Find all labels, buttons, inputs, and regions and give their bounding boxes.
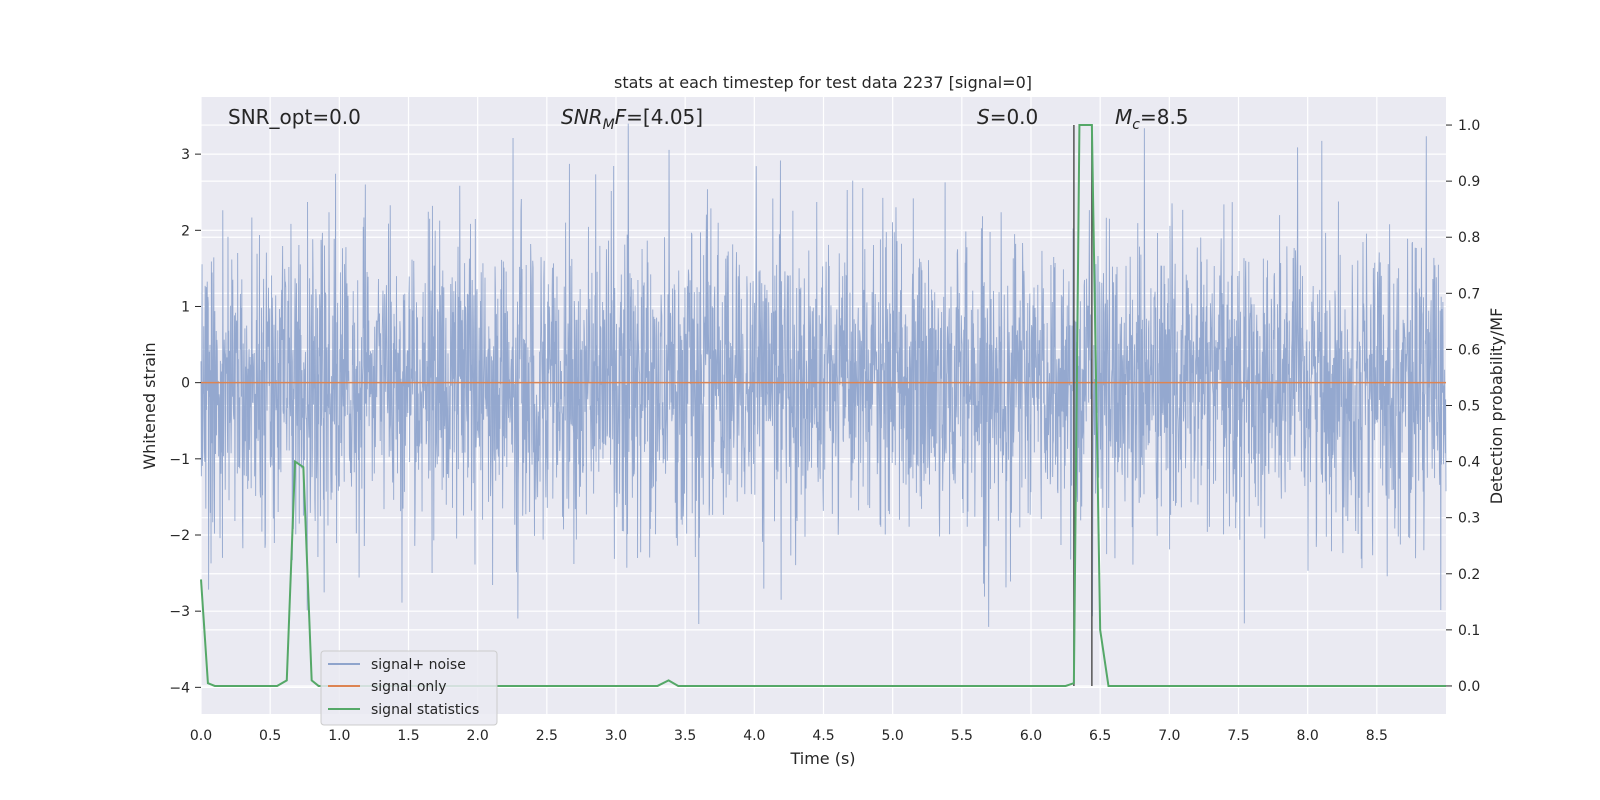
y-tick-label: 0 [181,376,190,392]
legend-label-signal-only: signal only [371,679,446,695]
y-tick-label: 2 [181,223,190,239]
series-signal-noise [200,123,1447,627]
y-right-tick-label: 0.4 [1458,455,1480,471]
x-tick-label: 0.5 [259,728,281,744]
annotation-mc-sub: c [1132,117,1140,133]
y-right-tick-label: 0.6 [1458,342,1480,358]
annotation-mc-value: =8.5 [1140,105,1189,129]
x-tick-label: 7.5 [1227,728,1249,744]
series-line-signal-statistics [200,124,1446,687]
y-tick-label: −3 [169,604,190,620]
y-right-tick-label: 0.1 [1458,623,1480,639]
x-tick-label: 4.5 [812,728,834,744]
y-tick-label: −4 [169,680,190,696]
x-tick-label: 7.0 [1158,728,1180,744]
legend-box [320,650,498,726]
x-axis-label: Time (s) [789,749,855,768]
x-tick-label: 6.5 [1089,728,1111,744]
y-right-tick-label: 1.0 [1458,118,1480,134]
series-lines [200,124,1446,687]
x-tick-label: 4.0 [743,728,765,744]
annotation-snr-mf-sub: M [603,117,615,133]
y-right-tick-label: 0.0 [1458,679,1480,695]
legend: signal+ noise signal only signal statist… [320,650,498,726]
x-tick-label: 8.0 [1297,728,1319,744]
annotation-mc-base: M [1115,105,1132,129]
x-tick-label: 0.0 [190,728,212,744]
y-right-tick-label: 0.8 [1458,230,1480,246]
x-tick-label: 1.5 [397,728,419,744]
annotation-snr-mf-base: SNR [561,105,603,129]
annotation-s: S=0.0 [977,105,1038,129]
y-tick-label: 3 [181,147,190,163]
chart-title: stats at each timestep for test data 223… [614,73,1032,92]
legend-label-signal-noise: signal+ noise [371,657,466,673]
annotation-s-base: S [977,105,990,129]
x-tick-label: 8.5 [1366,728,1388,744]
ticks: 0.0 0.5 1.0 1.5 2.0 2.5 3.0 3.5 4.0 4.5 5.0 5.5 6.0 6… [169,118,1480,744]
y-tick-label: 1 [181,299,190,315]
x-tick-label: 3.0 [605,728,627,744]
y-right-tick-label: 0.3 [1458,511,1480,527]
annotation-snr-mf-tail: F [615,105,627,129]
annotation-snr-opt: SNR_opt=0.0 [228,105,361,129]
x-tick-label: 5.5 [951,728,973,744]
annotation-snr-mf-value: =[4.05] [626,105,703,129]
annotation-snr-mf: SNRMF=[4.05] [561,105,703,133]
y-axis-right-label: Detection probability/MF [1487,308,1506,505]
x-tick-label: 6.0 [1020,728,1042,744]
legend-label-signal-statistics: signal statistics [371,702,479,718]
y-right-tick-label: 0.5 [1458,399,1480,415]
x-tick-label: 1.0 [328,728,350,744]
y-right-tick-label: 0.9 [1458,174,1480,190]
y-axis-label: Whitened strain [140,342,159,469]
annotation-s-value: =0.0 [990,105,1039,129]
x-tick-label: 3.5 [674,728,696,744]
x-tick-label: 5.0 [882,728,904,744]
y-right-tick-label: 0.7 [1458,286,1480,302]
y-tick-label: −2 [169,528,190,544]
x-tick-label: 2.5 [536,728,558,744]
annotation-mc: Mc=8.5 [1115,105,1189,133]
y-right-tick-label: 0.2 [1458,567,1480,583]
series-line-signal-noise [200,123,1447,627]
x-tick-label: 2.0 [467,728,489,744]
y-tick-label: −1 [169,452,190,468]
